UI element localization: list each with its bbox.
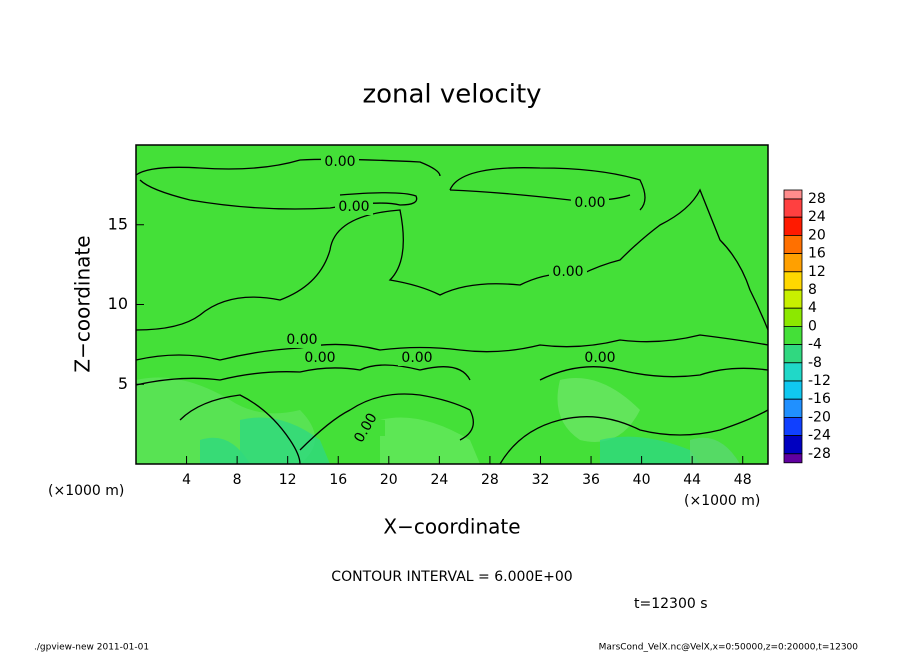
time-label: t=12300 s: [634, 596, 708, 612]
x-tick-label: 40: [633, 472, 651, 488]
contour-label-bg: [581, 350, 619, 366]
colorbar-label: -16: [808, 391, 831, 407]
colorbar-label: 8: [808, 282, 817, 298]
contour-line: [449, 189, 631, 202]
colorbar-label: 12: [808, 264, 826, 280]
x-axis-label: X−coordinate: [383, 515, 520, 539]
x-tick-label: 24: [430, 472, 448, 488]
colorbar-label: 16: [808, 246, 826, 262]
colorbar-label: 24: [808, 209, 826, 225]
colorbar-box: [783, 325, 803, 345]
colorbar-box: [783, 189, 803, 200]
colorbar-label: -12: [808, 373, 831, 389]
contour-line: [135, 364, 471, 386]
x-tick-label: 44: [683, 472, 701, 488]
contour-line: [135, 188, 769, 331]
contour-field: 0.000.00 0.000.000.000.00 0.00 0.000.00: [135, 145, 769, 465]
chart-title: zonal velocity: [362, 80, 541, 110]
contour-line: [539, 366, 769, 381]
contour-label-bg: [549, 264, 587, 280]
contour-line: [499, 409, 769, 465]
contour-label-bg: [335, 199, 373, 215]
colorbar-label: 0: [808, 318, 817, 334]
x-tick-label: 16: [329, 472, 347, 488]
x-tick-label: 20: [380, 472, 398, 488]
field-shading: [600, 436, 700, 464]
contour-label: 0.00: [584, 350, 615, 366]
colorbar-label: 20: [808, 227, 826, 243]
contour-label-bg: [398, 350, 436, 366]
contour-line: [299, 393, 474, 451]
colorbar-label: -28: [808, 446, 831, 462]
colorbar-box: [783, 234, 803, 254]
y-axis-label: Z−coordinate: [71, 235, 95, 372]
colorbar-label: -24: [808, 428, 831, 444]
contour-label: 0.00: [338, 199, 369, 215]
colorbar-box: [783, 362, 803, 382]
footer-left: ./gpview-new 2011-01-01: [34, 643, 149, 653]
colorbar-label: 4: [808, 300, 817, 316]
colorbar-box: [783, 289, 803, 309]
field-shading: [690, 437, 740, 464]
footer-right: MarsCond_VelX.nc@VelX,x=0:50000,z=0:2000…: [599, 643, 859, 653]
x-tick-label: 32: [532, 472, 550, 488]
colorbar-box: [783, 216, 803, 236]
x-unit-label: (×1000 m): [48, 483, 124, 499]
colorbar-label: -4: [808, 337, 822, 353]
colorbar-label: -8: [808, 355, 822, 371]
x-tick-label: 36: [582, 472, 600, 488]
colorbar-box: [783, 380, 803, 400]
contour-label-bg: [283, 332, 321, 348]
contour-line: [449, 167, 646, 211]
contour-label-bg: [347, 420, 385, 436]
colorbar-box: [783, 453, 803, 464]
field-shading: [380, 417, 480, 464]
contour-label-bg: [321, 154, 359, 170]
colorbar-box: [783, 307, 803, 327]
contour-line: [179, 394, 301, 465]
contour-label: 0.00: [574, 195, 605, 211]
x-tick-label: 28: [481, 472, 499, 488]
contour-label-bg: [571, 195, 609, 211]
x-tick-label: 48: [734, 472, 752, 488]
x-tick-label: 4: [182, 472, 191, 488]
field-shading: [240, 417, 330, 464]
contour-label: 0.00: [324, 154, 355, 170]
colorbar-label: 28: [808, 191, 826, 207]
contour-label: 0.00: [286, 332, 317, 348]
contour-label: 0.00: [401, 350, 432, 366]
y-tick-label: 5: [118, 374, 128, 393]
colorbar-box: [783, 344, 803, 364]
contour-line: [135, 334, 769, 361]
contour-interval: CONTOUR INTERVAL = 6.000E+00: [331, 569, 572, 585]
colorbar-box: [783, 398, 803, 418]
contour-label: 0.00: [552, 264, 583, 280]
field-shading: [557, 378, 640, 442]
contour-line: [135, 158, 441, 177]
contour-label-bg: [301, 350, 339, 366]
x-tick-label: 8: [233, 472, 242, 488]
colorbar-box: [783, 271, 803, 291]
colorbar-box: [783, 416, 803, 436]
y-tick-label: 10: [108, 294, 128, 313]
y-tick-label: 15: [108, 214, 128, 233]
colorbar-box: [783, 435, 803, 455]
contour-label: 0.00: [304, 350, 335, 366]
x-unit-label: (×1000 m): [684, 493, 760, 509]
colorbar-box: [783, 253, 803, 273]
colorbar-box: [783, 198, 803, 218]
x-tick-label: 12: [279, 472, 297, 488]
colorbar-label: -20: [808, 409, 831, 425]
